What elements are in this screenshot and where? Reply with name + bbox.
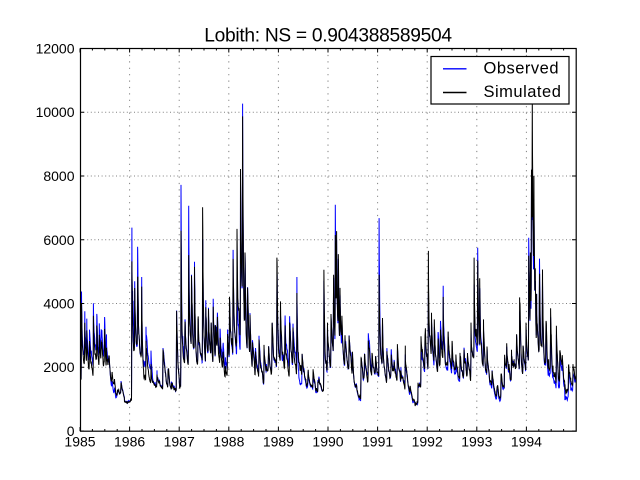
svg-text:12000: 12000	[36, 41, 75, 57]
svg-text:4000: 4000	[43, 296, 74, 312]
svg-text:1986: 1986	[114, 434, 145, 450]
svg-text:1994: 1994	[511, 434, 542, 450]
svg-text:Observed: Observed	[484, 59, 560, 77]
svg-text:6000: 6000	[43, 232, 74, 248]
svg-text:Simulated: Simulated	[484, 83, 562, 101]
svg-text:8000: 8000	[43, 168, 74, 184]
svg-text:1989: 1989	[263, 434, 294, 450]
svg-text:1991: 1991	[362, 434, 393, 450]
svg-text:1993: 1993	[461, 434, 492, 450]
svg-text:1988: 1988	[213, 434, 244, 450]
svg-text:1992: 1992	[412, 434, 443, 450]
svg-text:1990: 1990	[312, 434, 343, 450]
svg-text:2000: 2000	[43, 359, 74, 375]
svg-text:10000: 10000	[36, 104, 75, 120]
svg-text:0: 0	[67, 423, 75, 439]
svg-text:1987: 1987	[164, 434, 195, 450]
svg-text:Lobith: NS = 0.904388589504: Lobith: NS = 0.904388589504	[204, 26, 452, 47]
svg-text:1985: 1985	[64, 434, 95, 450]
